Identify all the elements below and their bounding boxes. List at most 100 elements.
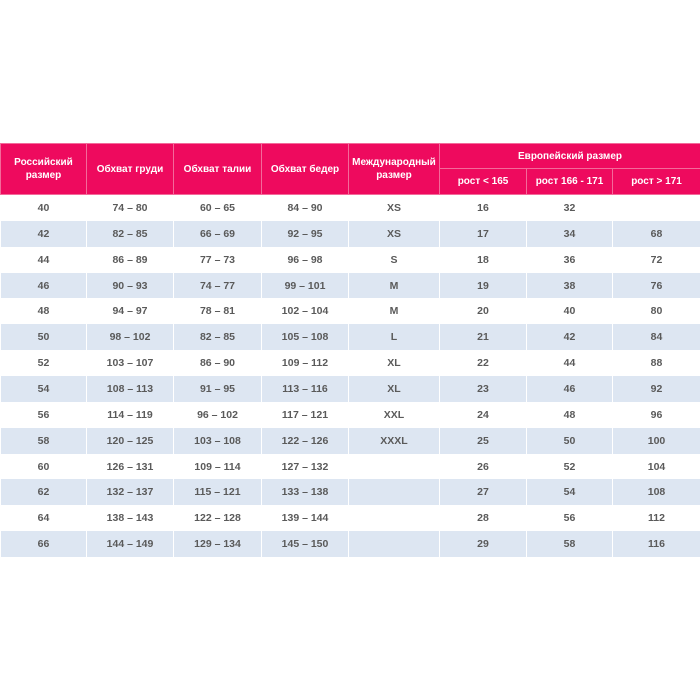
cell-ru-size: 56 <box>0 401 87 428</box>
header-chest: Обхват груди <box>86 143 174 195</box>
cell-eu-166-171: 56 <box>526 505 613 532</box>
cell-eu-166-171: 54 <box>526 479 613 506</box>
cell-hips: 102 – 104 <box>261 298 349 325</box>
cell-ru-size: 52 <box>0 350 87 377</box>
cell-waist: 96 – 102 <box>173 401 262 428</box>
cell-chest: 138 – 143 <box>86 505 174 532</box>
cell-waist: 122 – 128 <box>173 505 262 532</box>
cell-ru-size: 60 <box>0 453 87 480</box>
cell-eu-166-171: 46 <box>526 376 613 402</box>
header-eu-height-166-171: рост 166 - 171 <box>526 168 613 195</box>
cell-intl-size <box>348 453 440 480</box>
cell-eu-over-171: 112 <box>611 505 700 532</box>
cell-hips: 117 – 121 <box>261 401 349 428</box>
cell-eu-166-171: 32 <box>526 194 613 221</box>
size-chart-table: Российский размер Обхват груди Обхват та… <box>0 143 700 558</box>
header-eu-size: Европейский размер <box>438 143 700 169</box>
cell-chest: 86 – 89 <box>86 246 174 273</box>
cell-eu-166-171: 58 <box>526 531 613 558</box>
table-row: 60 126 – 131 109 – 114 127 – 132 26 52 104 <box>0 453 700 480</box>
table-row: 42 82 – 85 66 – 69 92 – 95 XS 17 34 68 <box>0 220 700 247</box>
cell-eu-under-165: 22 <box>439 350 527 377</box>
cell-chest: 94 – 97 <box>86 298 174 325</box>
cell-eu-under-165: 27 <box>439 479 527 506</box>
cell-eu-over-171: 104 <box>611 453 700 480</box>
cell-waist: 66 – 69 <box>173 220 262 247</box>
cell-waist: 86 – 90 <box>173 350 262 377</box>
cell-chest: 74 – 80 <box>86 194 174 221</box>
cell-eu-under-165: 19 <box>439 272 527 299</box>
table-row: 52 103 – 107 86 – 90 109 – 112 XL 22 44 88 <box>0 350 700 377</box>
cell-eu-under-165: 18 <box>439 246 527 273</box>
header-eu-height-over-171: рост > 171 <box>611 168 700 195</box>
cell-hips: 105 – 108 <box>261 324 349 351</box>
cell-eu-over-171: 100 <box>611 427 700 454</box>
cell-eu-under-165: 28 <box>439 505 527 532</box>
cell-ru-size: 64 <box>0 505 87 532</box>
cell-ru-size: 46 <box>0 272 87 299</box>
cell-waist: 78 – 81 <box>173 298 262 325</box>
table-row: 56 114 – 119 96 – 102 117 – 121 XXL 24 48 96 <box>0 401 700 428</box>
cell-eu-over-171: 80 <box>611 298 700 325</box>
header-eu-height-under-165: рост < 165 <box>439 168 527 195</box>
cell-ru-size: 62 <box>0 479 87 506</box>
cell-waist: 91 – 95 <box>173 376 262 402</box>
table-body: 40 74 – 80 60 – 65 84 – 90 XS 16 32 42 82 – 85 66… <box>0 194 700 558</box>
cell-eu-166-171: 52 <box>526 453 613 480</box>
cell-waist: 77 – 73 <box>173 246 262 273</box>
cell-eu-166-171: 40 <box>526 298 613 325</box>
table-row: 58 120 – 125 103 – 108 122 – 126 XXXL 25 50 100 <box>0 427 700 454</box>
cell-intl-size <box>348 531 440 558</box>
cell-eu-under-165: 29 <box>439 531 527 558</box>
cell-ru-size: 50 <box>0 324 87 351</box>
cell-eu-under-165: 16 <box>439 194 527 221</box>
cell-hips: 133 – 138 <box>261 479 349 506</box>
cell-waist: 129 – 134 <box>173 531 262 558</box>
cell-eu-over-171: 68 <box>611 220 700 247</box>
table-row: 40 74 – 80 60 – 65 84 – 90 XS 16 32 <box>0 194 700 221</box>
cell-eu-under-165: 21 <box>439 324 527 351</box>
cell-ru-size: 44 <box>0 246 87 273</box>
cell-intl-size: XL <box>348 350 440 377</box>
cell-eu-over-171: 116 <box>611 531 700 558</box>
cell-eu-over-171: 108 <box>611 479 700 506</box>
cell-ru-size: 54 <box>0 376 87 402</box>
cell-hips: 145 – 150 <box>261 531 349 558</box>
cell-intl-size: XXL <box>348 401 440 428</box>
cell-intl-size: L <box>348 324 440 351</box>
cell-chest: 82 – 85 <box>86 220 174 247</box>
cell-hips: 122 – 126 <box>261 427 349 454</box>
cell-eu-166-171: 50 <box>526 427 613 454</box>
cell-chest: 132 – 137 <box>86 479 174 506</box>
cell-intl-size: S <box>348 246 440 273</box>
table-row: 44 86 – 89 77 – 73 96 – 98 S 18 36 72 <box>0 246 700 273</box>
cell-chest: 144 – 149 <box>86 531 174 558</box>
cell-waist: 103 – 108 <box>173 427 262 454</box>
cell-ru-size: 42 <box>0 220 87 247</box>
cell-eu-166-171: 44 <box>526 350 613 377</box>
cell-waist: 109 – 114 <box>173 453 262 480</box>
cell-chest: 114 – 119 <box>86 401 174 428</box>
cell-hips: 127 – 132 <box>261 453 349 480</box>
cell-intl-size <box>348 479 440 506</box>
cell-intl-size: XS <box>348 220 440 247</box>
cell-intl-size: XL <box>348 376 440 402</box>
cell-ru-size: 66 <box>0 531 87 558</box>
header-hips: Обхват бедер <box>261 143 349 195</box>
cell-eu-over-171: 92 <box>611 376 700 402</box>
table-row: 50 98 – 102 82 – 85 105 – 108 L 21 42 84 <box>0 324 700 351</box>
cell-eu-under-165: 20 <box>439 298 527 325</box>
cell-eu-under-165: 24 <box>439 401 527 428</box>
cell-intl-size: XS <box>348 194 440 221</box>
cell-chest: 98 – 102 <box>86 324 174 351</box>
cell-eu-under-165: 26 <box>439 453 527 480</box>
cell-hips: 92 – 95 <box>261 220 349 247</box>
cell-intl-size: M <box>348 272 440 299</box>
cell-chest: 126 – 131 <box>86 453 174 480</box>
cell-intl-size: M <box>348 298 440 325</box>
cell-eu-166-171: 48 <box>526 401 613 428</box>
cell-eu-over-171: 96 <box>611 401 700 428</box>
cell-waist: 60 – 65 <box>173 194 262 221</box>
cell-hips: 109 – 112 <box>261 350 349 377</box>
header-ru-size: Российский размер <box>0 143 87 195</box>
